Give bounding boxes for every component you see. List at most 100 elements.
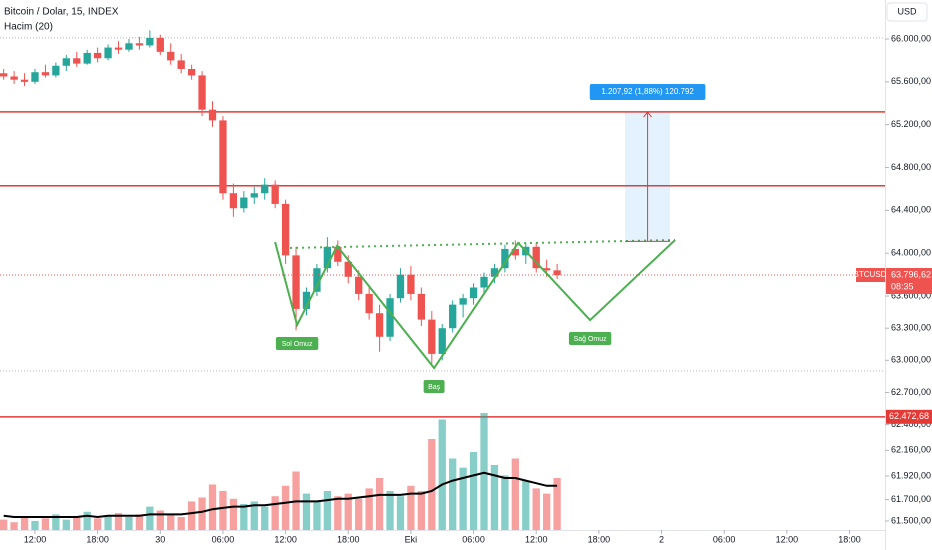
x-tick-label: 12:00: [776, 534, 799, 544]
x-tick-label: Eki: [405, 534, 418, 544]
candle-body: [428, 319, 436, 354]
volume-bar: [208, 484, 217, 530]
candle-body: [73, 58, 81, 64]
price-tag-label: 63.796,62: [891, 269, 931, 279]
candle-body: [271, 184, 279, 204]
y-tick-label: 64.000,00: [891, 248, 931, 258]
volume-bar: [156, 510, 164, 530]
volume-bar: [52, 514, 60, 530]
x-tick-label: 18:00: [838, 534, 861, 544]
volume-bar: [375, 478, 384, 530]
candle-body: [334, 246, 342, 262]
candle-body: [490, 268, 499, 277]
pattern-tag: [568, 332, 612, 346]
pattern-tag-label: Baş: [428, 384, 441, 391]
x-tick-label: 06:00: [212, 534, 235, 544]
candle-body: [553, 270, 561, 276]
candle-body: [281, 203, 290, 256]
candle-body: [355, 276, 363, 294]
candle-body: [93, 52, 102, 59]
y-tick-label: 64.400,00: [891, 205, 931, 215]
x-tick-label: 06:00: [462, 534, 485, 544]
volume-bar: [428, 439, 436, 530]
volume-bar: [62, 519, 70, 530]
volume-bar: [93, 518, 102, 530]
y-tick-label: 62.700,00: [891, 387, 931, 397]
volume-bar: [187, 501, 196, 530]
x-tick-label: 12:00: [274, 534, 297, 544]
volume-bar: [114, 513, 123, 530]
y-tick-label: 61.700,00: [891, 494, 931, 504]
neckline: [290, 239, 676, 249]
currency[interactable]: USD: [897, 6, 917, 16]
price-tag: [886, 268, 932, 295]
volume-bar: [386, 491, 394, 530]
volume-bar: [198, 497, 206, 530]
y-tick-label: 62.400,00: [891, 419, 931, 429]
candle-body: [375, 313, 384, 337]
candle-body: [208, 109, 217, 121]
volume-ma-line: [3, 471, 558, 519]
candle-body: [198, 75, 206, 110]
candle-body: [313, 268, 321, 292]
candle-body: [261, 184, 269, 194]
volume-bar: [323, 491, 332, 530]
volume-bar: [229, 498, 238, 530]
candle-body: [417, 293, 426, 320]
indicator-label: Hacim (20): [4, 22, 53, 33]
currency-button[interactable]: [886, 2, 928, 22]
y-tick-label: 65.600,00: [891, 76, 931, 86]
measure-label-box: [589, 84, 706, 101]
y-tick-label: 63.300,00: [891, 323, 931, 333]
x-tick-label: 12:00: [24, 534, 47, 544]
x-tick-label: 2: [659, 534, 664, 544]
volume-bar: [41, 518, 50, 530]
measure-label: 1.207,92 (1,88%) 120.792: [601, 87, 694, 96]
volume-bar: [396, 496, 405, 530]
candle-body: [41, 72, 50, 76]
volume-bar: [543, 493, 551, 530]
x-tick-label: 12:00: [525, 534, 548, 544]
candle-body: [240, 197, 248, 209]
symbol-tag-label: BTCUSD: [854, 270, 887, 279]
volume-bar: [438, 419, 446, 530]
volume-bar: [104, 515, 112, 530]
candle-body: [532, 246, 540, 269]
volume-bar: [177, 517, 185, 530]
x-tick-label: 30: [155, 534, 165, 544]
candle-body: [511, 248, 519, 256]
pattern-tag-label: Sol Omuz: [282, 341, 313, 348]
volume-bar: [0, 519, 8, 530]
volume-bar: [344, 493, 352, 530]
candle-body: [20, 79, 29, 82]
candle-body: [302, 291, 311, 309]
volume-bar: [365, 488, 373, 530]
volume-bar: [511, 458, 519, 530]
x-tick-label: 06:00: [713, 534, 736, 544]
candle-body: [407, 274, 415, 294]
candle-body: [386, 298, 394, 337]
candle-body: [146, 37, 154, 46]
volume-bar: [10, 522, 18, 530]
candle-body: [469, 287, 478, 299]
candle-body: [459, 298, 467, 305]
y-tick-label: 66.000,00: [891, 33, 931, 43]
y-tick-label: 61.920,00: [891, 470, 931, 480]
volume-bar: [83, 511, 91, 530]
volume-bar: [146, 506, 154, 530]
candle-body: [344, 261, 352, 277]
y-tick-label: 63.600,00: [891, 290, 931, 300]
volume-bar: [417, 491, 426, 530]
candle-body: [10, 76, 18, 80]
candle-body: [229, 193, 238, 209]
volume-bar: [407, 485, 415, 530]
candle-body: [396, 274, 405, 299]
candle-body: [480, 276, 488, 288]
x-tick-label: 18:00: [86, 534, 109, 544]
volume-bar: [490, 465, 499, 530]
volume-bar: [31, 520, 39, 530]
candle-body: [62, 58, 70, 66]
y-tick-label: 63.000,00: [891, 355, 931, 365]
candle-body: [365, 293, 373, 314]
plot: Sol Omuz Baş Sağ Omuz 1.207,92 (1,88%) 120.…: [0, 30, 885, 530]
